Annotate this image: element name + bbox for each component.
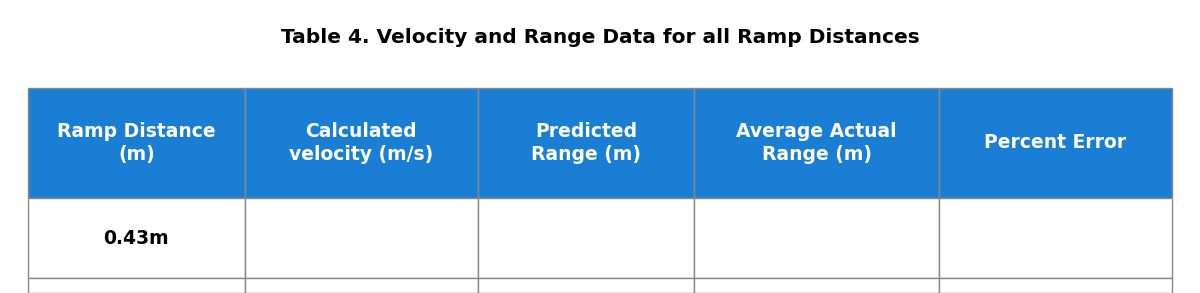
Bar: [245, 88, 478, 198]
Text: Average Actual
Range (m): Average Actual Range (m): [737, 122, 896, 164]
Bar: [28, 88, 245, 198]
Bar: [478, 198, 695, 278]
Bar: [28, 198, 245, 278]
Bar: [695, 88, 938, 198]
Text: Predicted
Range (m): Predicted Range (m): [532, 122, 641, 164]
Text: 0.43m: 0.43m: [103, 229, 169, 248]
Bar: [245, 198, 478, 278]
Bar: [938, 88, 1172, 198]
Text: Percent Error: Percent Error: [984, 134, 1127, 152]
Text: Ramp Distance
(m): Ramp Distance (m): [56, 122, 216, 164]
Bar: [478, 278, 695, 293]
Text: Calculated
velocity (m/s): Calculated velocity (m/s): [289, 122, 433, 164]
Bar: [938, 278, 1172, 293]
Text: Table 4. Velocity and Range Data for all Ramp Distances: Table 4. Velocity and Range Data for all…: [281, 28, 919, 47]
Bar: [938, 198, 1172, 278]
Bar: [478, 88, 695, 198]
Bar: [695, 198, 938, 278]
Bar: [28, 278, 245, 293]
Bar: [245, 278, 478, 293]
Bar: [695, 278, 938, 293]
